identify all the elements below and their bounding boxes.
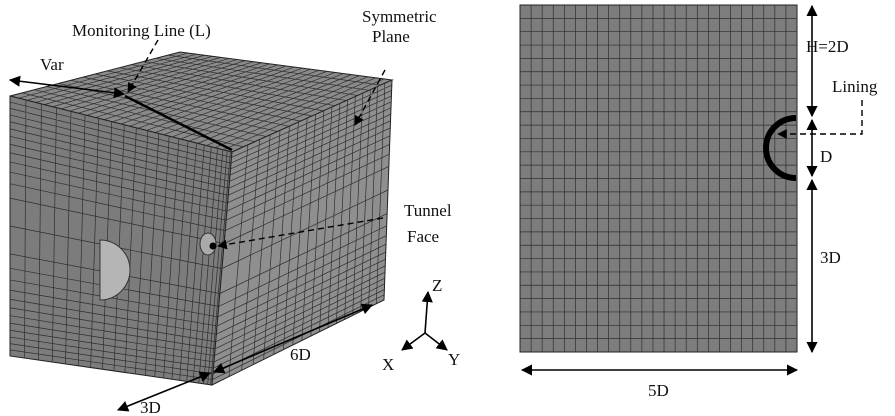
label: H=2D <box>806 37 849 56</box>
label: Tunnel Face <box>404 201 452 246</box>
tunnel-face-point <box>210 243 217 250</box>
label: Lining <box>832 77 878 96</box>
axis-label: X <box>382 355 394 374</box>
label-line: Symmetric <box>362 7 437 26</box>
axis-label: Z <box>432 276 442 295</box>
axis-label: Y <box>448 350 460 369</box>
label-line: Tunnel <box>404 201 452 220</box>
axis-arrow <box>425 292 428 333</box>
figure: Monitoring Line (L) SymmetricPlane Var T… <box>0 0 895 416</box>
label: 3D <box>140 398 161 416</box>
label: 6D <box>290 345 311 364</box>
label: Var <box>40 55 64 74</box>
axis-arrow <box>425 333 447 350</box>
label: 3D <box>820 248 841 267</box>
label-line: Face <box>407 227 439 246</box>
label: Monitoring Line (L) <box>72 21 211 40</box>
label: D <box>820 147 832 166</box>
axis-arrow <box>402 333 425 350</box>
meshes <box>10 5 797 385</box>
label: 5D <box>648 381 669 400</box>
label-line: Plane <box>372 27 410 46</box>
